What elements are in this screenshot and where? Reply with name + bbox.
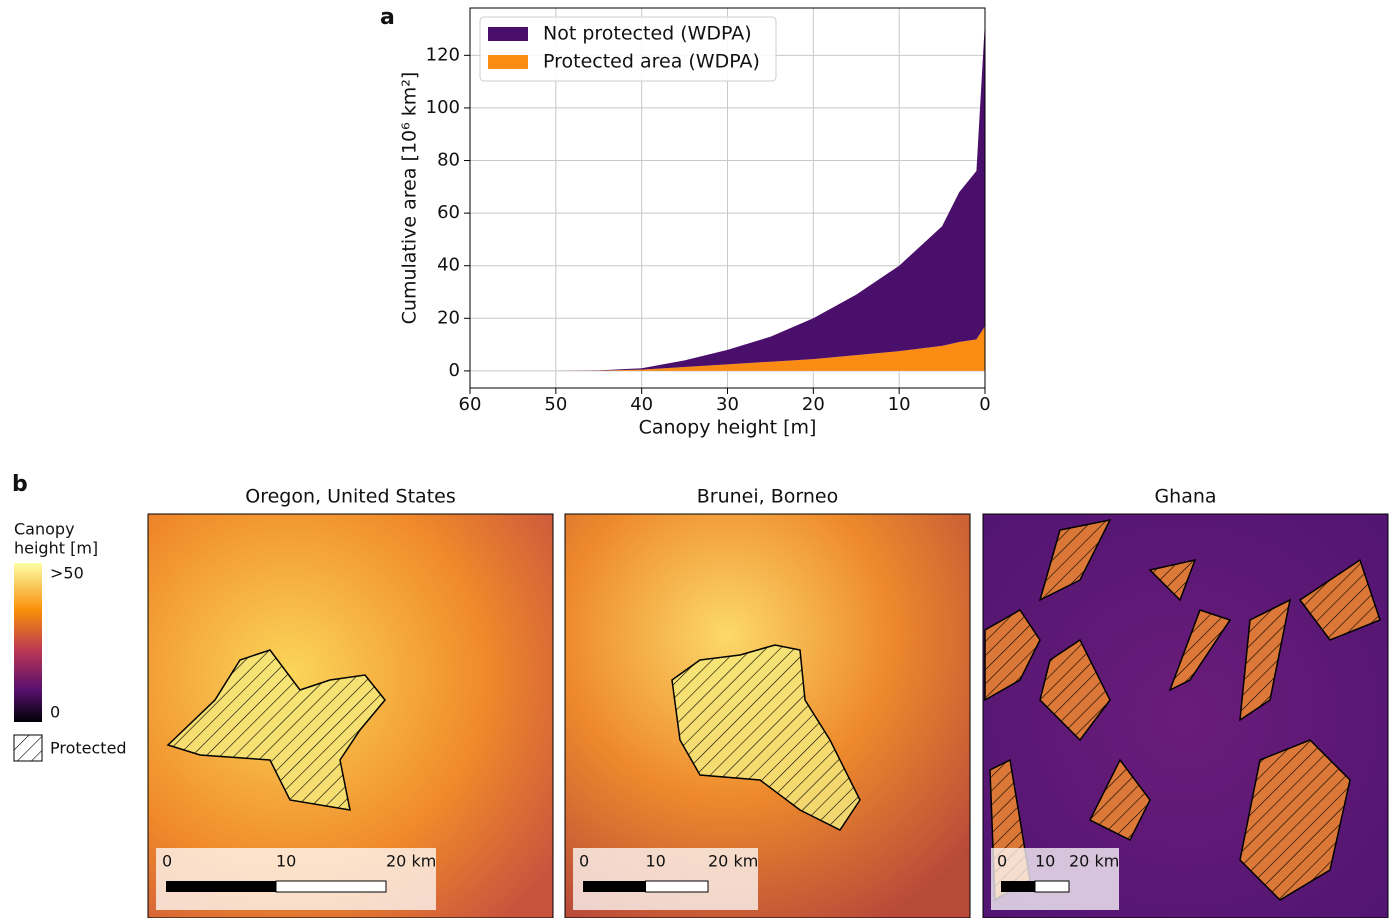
scale-bar-white (1034, 880, 1070, 893)
scale-label: 0 (162, 852, 172, 871)
y-axis-label: Cumulative area [10⁶ km²] (399, 72, 421, 325)
y-tick-label: 20 (437, 307, 460, 328)
colorbar (14, 563, 42, 722)
legend: Not protected (WDPA) Protected area (WDPA… (479, 16, 777, 82)
protected-hatch (1240, 740, 1350, 900)
x-tick-label: 20 (802, 394, 825, 415)
legend-swatch (488, 27, 528, 41)
colorbar-title: Canopy (14, 520, 75, 539)
protected-label: Protected (50, 739, 127, 758)
x-tick-label: 60 (459, 394, 482, 415)
y-tick-label: 80 (437, 150, 460, 171)
scale-bar-black (1001, 881, 1035, 892)
protected-hatch (985, 610, 1040, 700)
colorbar-title: height [m] (14, 539, 98, 558)
map-panel: Brunei, Borneo 0 10 20 km (564, 486, 971, 919)
scale-bar-black (166, 881, 276, 892)
y-tick-label: 40 (437, 255, 460, 276)
scale-bar-black (583, 881, 646, 892)
map-panel: Ghana 0 10 20 km (982, 486, 1389, 919)
scale-label: 10 (276, 852, 296, 871)
protected-hatch (1170, 610, 1230, 690)
x-tick-label: 40 (630, 394, 653, 415)
protected-hatch (1040, 520, 1110, 600)
y-tick-label: 100 (426, 97, 460, 118)
x-axis-label: Canopy height [m] (639, 417, 817, 439)
protected-hatch (1090, 760, 1150, 840)
scale-label: 10 (646, 852, 666, 871)
plot-frame (469, 7, 986, 389)
x-tick-label: 0 (979, 394, 990, 415)
colorbar-max: >50 (50, 564, 84, 583)
x-tick-label: 50 (544, 394, 567, 415)
scale-label: 0 (579, 852, 589, 871)
panel-label: b (12, 472, 28, 497)
scale-label: 20 km (1069, 852, 1119, 871)
y-tick-label: 0 (449, 360, 460, 381)
scale-box (991, 848, 1119, 910)
protected-hatch (1040, 640, 1110, 740)
scale-box (156, 848, 436, 910)
protected-hatch (1240, 600, 1290, 720)
y-tick-label: 60 (437, 202, 460, 223)
y-tick-label: 120 (426, 44, 460, 65)
protected-swatch (13, 734, 43, 762)
scale-bar-white (275, 880, 387, 893)
scale-bar-white (645, 880, 709, 893)
map-title: Oregon, United States (245, 486, 456, 508)
x-tick-label: 10 (888, 394, 911, 415)
area (470, 21, 985, 371)
legend-swatch (488, 55, 528, 69)
scale-label: 20 km (386, 852, 436, 871)
scale-label: 20 km (708, 852, 758, 871)
area (470, 326, 985, 371)
legend-label: Not protected (WDPA) (543, 23, 752, 45)
scale-label: 0 (997, 852, 1007, 871)
x-tick-label: 30 (716, 394, 739, 415)
panel-label: a (380, 5, 395, 30)
legend-frame (479, 16, 777, 82)
protected-hatch (1300, 560, 1380, 640)
map-title: Brunei, Borneo (697, 486, 838, 508)
protected-hatch (1150, 560, 1195, 600)
protected-hatch (168, 650, 385, 810)
map-title: Ghana (1154, 486, 1216, 508)
colorbar-min: 0 (50, 703, 60, 722)
scale-box (573, 848, 758, 910)
scale-label: 10 (1035, 852, 1055, 871)
map-panel: Oregon, United States 0 10 20 km (147, 486, 554, 919)
legend-label: Protected area (WDPA) (543, 51, 760, 73)
protected-hatch (672, 645, 860, 830)
